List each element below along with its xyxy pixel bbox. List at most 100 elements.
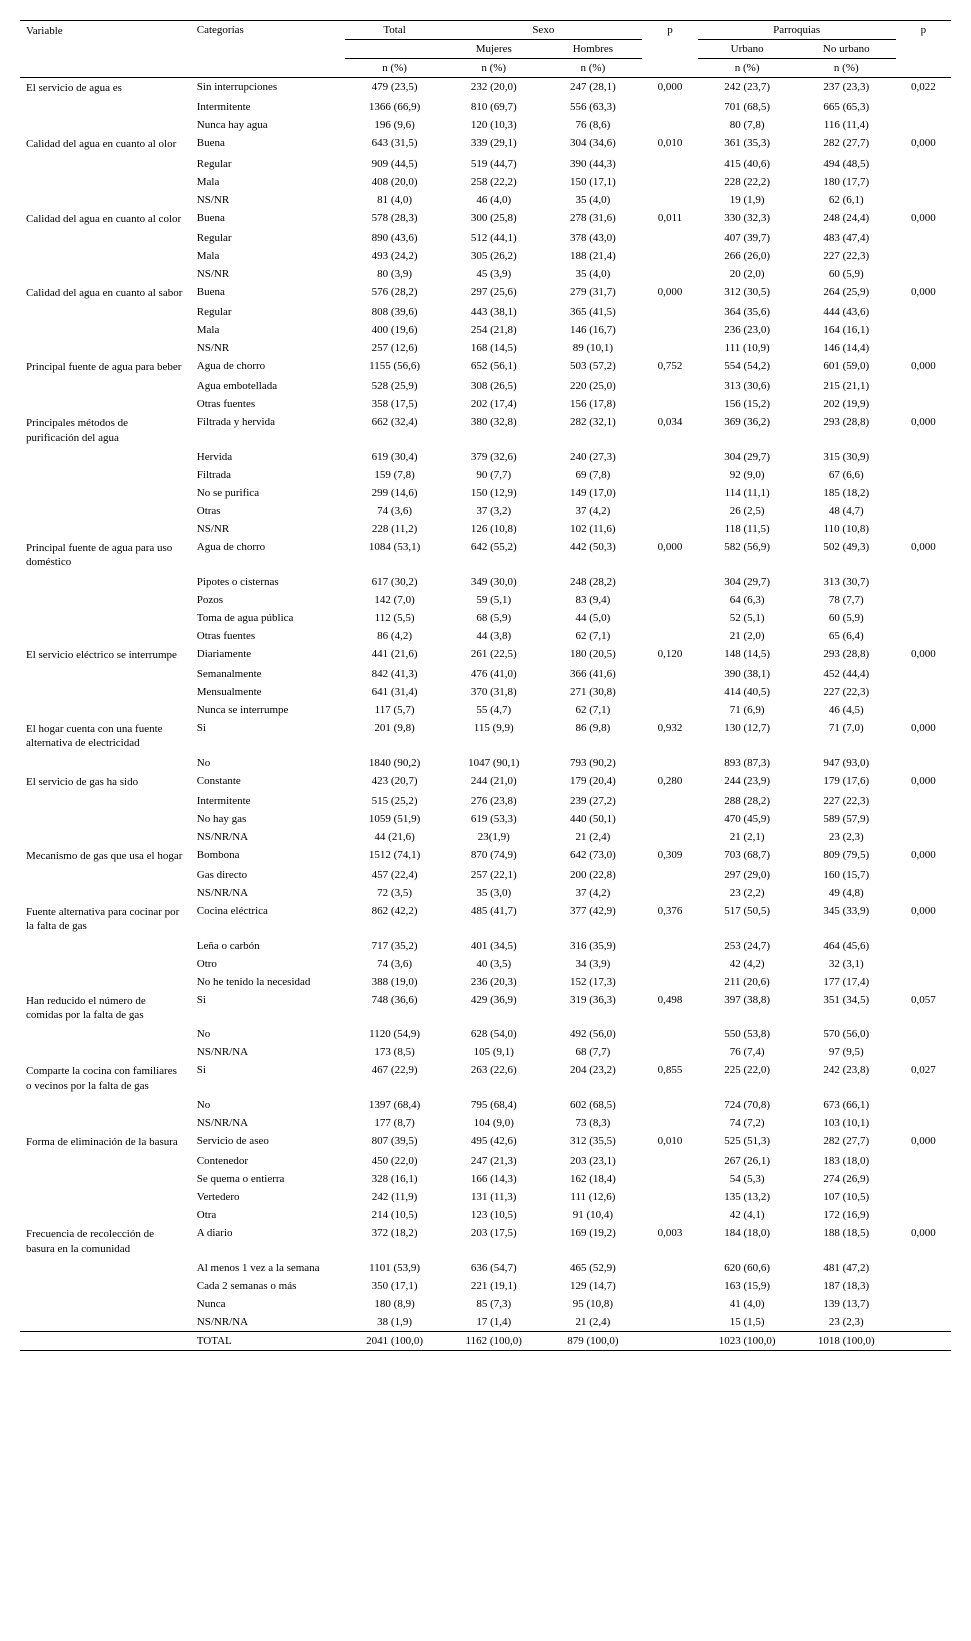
- cell-urbano: 15 (1,5): [698, 1313, 797, 1332]
- cell-p2: [896, 1295, 951, 1313]
- cell-hombres: 188 (21,4): [543, 247, 642, 265]
- cell-variable: [20, 792, 191, 810]
- cell-categoria: Nunca hay agua: [191, 116, 345, 134]
- cell-urbano: 74 (7,2): [698, 1114, 797, 1132]
- cell-noUrbano: 110 (10,8): [797, 520, 896, 538]
- cell-p1: [642, 155, 697, 173]
- cell-mujeres: 485 (41,7): [444, 902, 543, 937]
- header-urbano: Urbano: [698, 40, 797, 59]
- cell-urbano: 26 (2,5): [698, 502, 797, 520]
- cell-hombres: 377 (42,9): [543, 902, 642, 937]
- cell-total: 441 (21,6): [345, 645, 444, 665]
- cell-mujeres: 636 (54,7): [444, 1259, 543, 1277]
- cell-categoria: Buena: [191, 209, 345, 229]
- header-npct-mujeres: n (%): [444, 59, 543, 78]
- cell-hombres: 492 (56,0): [543, 1025, 642, 1043]
- cell-categoria: Cada 2 semanas o más: [191, 1277, 345, 1295]
- cell-total: 717 (35,2): [345, 937, 444, 955]
- cell-total: 1512 (74,1): [345, 846, 444, 866]
- cell-urbano: 582 (56,9): [698, 538, 797, 573]
- cell-noUrbano: 293 (28,8): [797, 645, 896, 665]
- cell-variable: [20, 591, 191, 609]
- cell-mujeres: 870 (74,9): [444, 846, 543, 866]
- cell-p1: 0,932: [642, 719, 697, 754]
- cell-noUrbano: 315 (30,9): [797, 448, 896, 466]
- cell-hombres: 378 (43,0): [543, 229, 642, 247]
- header-npct-nourbano: n (%): [797, 59, 896, 78]
- cell-p1: [642, 1114, 697, 1132]
- cell-mujeres: 429 (36,9): [444, 991, 543, 1026]
- cell-total-mujeres: 1162 (100,0): [444, 1331, 543, 1350]
- cell-p2: [896, 466, 951, 484]
- cell-variable: [20, 191, 191, 209]
- cell-p2: [896, 303, 951, 321]
- cell-hombres: 102 (11,6): [543, 520, 642, 538]
- cell-mujeres: 105 (9,1): [444, 1043, 543, 1061]
- cell-categoria: Filtrada: [191, 466, 345, 484]
- cell-total: 299 (14,6): [345, 484, 444, 502]
- cell-urbano: 118 (11,5): [698, 520, 797, 538]
- cell-variable: [20, 502, 191, 520]
- cell-mujeres: 46 (4,0): [444, 191, 543, 209]
- cell-urbano: 703 (68,7): [698, 846, 797, 866]
- cell-noUrbano: 345 (33,9): [797, 902, 896, 937]
- cell-noUrbano: 49 (4,8): [797, 884, 896, 902]
- cell-categoria: No: [191, 1025, 345, 1043]
- cell-p2: [896, 955, 951, 973]
- cell-mujeres: 166 (14,3): [444, 1170, 543, 1188]
- cell-variable: El servicio de gas ha sido: [20, 772, 191, 792]
- table-row: Mala408 (20,0)258 (22,2)150 (17,1)228 (2…: [20, 173, 951, 191]
- cell-p2: [896, 609, 951, 627]
- cell-variable: [20, 466, 191, 484]
- cell-noUrbano: 116 (11,4): [797, 116, 896, 134]
- table-row: Leña o carbón717 (35,2)401 (34,5)316 (35…: [20, 937, 951, 955]
- cell-p1: 0,003: [642, 1224, 697, 1259]
- cell-categoria: Otra: [191, 1206, 345, 1224]
- cell-categoria: Constante: [191, 772, 345, 792]
- cell-p1: 0,309: [642, 846, 697, 866]
- cell-noUrbano: 183 (18,0): [797, 1152, 896, 1170]
- cell-variable: [20, 1170, 191, 1188]
- cell-urbano: 211 (20,6): [698, 973, 797, 991]
- cell-variable: Principal fuente de agua para uso domést…: [20, 538, 191, 573]
- cell-p2: 0,000: [896, 357, 951, 377]
- cell-p1: [642, 1295, 697, 1313]
- cell-noUrbano: 264 (25,9): [797, 283, 896, 303]
- cell-urbano: 701 (68,5): [698, 98, 797, 116]
- cell-urbano: 554 (54,2): [698, 357, 797, 377]
- table-row: Calidad del agua en cuanto al olorBuena6…: [20, 134, 951, 154]
- table-row: NS/NR/NA177 (8,7)104 (9,0)73 (8,3)74 (7,…: [20, 1114, 951, 1132]
- cell-p2: [896, 884, 951, 902]
- cell-categoria: Contenedor: [191, 1152, 345, 1170]
- cell-total: 1084 (53,1): [345, 538, 444, 573]
- cell-variable: [20, 665, 191, 683]
- cell-noUrbano: 464 (45,6): [797, 937, 896, 955]
- cell-p1: [642, 591, 697, 609]
- cell-p1: [642, 377, 697, 395]
- cell-total: 1120 (54,9): [345, 1025, 444, 1043]
- cell-noUrbano: 947 (93,0): [797, 754, 896, 772]
- cell-variable: [20, 1096, 191, 1114]
- cell-mujeres: 168 (14,5): [444, 339, 543, 357]
- cell-mujeres: 120 (10,3): [444, 116, 543, 134]
- cell-categoria: No: [191, 754, 345, 772]
- cell-hombres: 271 (30,8): [543, 683, 642, 701]
- cell-total: 228 (11,2): [345, 520, 444, 538]
- cell-empty: [20, 1331, 191, 1350]
- table-row: Regular890 (43,6)512 (44,1)378 (43,0)407…: [20, 229, 951, 247]
- cell-mujeres: 68 (5,9): [444, 609, 543, 627]
- cell-variable: [20, 1114, 191, 1132]
- table-row: Otra214 (10,5)123 (10,5)91 (10,4)42 (4,1…: [20, 1206, 951, 1224]
- cell-categoria: Regular: [191, 155, 345, 173]
- cell-mujeres: 261 (22,5): [444, 645, 543, 665]
- cell-categoria: Otro: [191, 955, 345, 973]
- cell-p2: [896, 683, 951, 701]
- cell-hombres: 37 (4,2): [543, 502, 642, 520]
- cell-p2: 0,022: [896, 78, 951, 99]
- cell-p2: 0,000: [896, 538, 951, 573]
- cell-mujeres: 232 (20,0): [444, 78, 543, 99]
- cell-hombres: 21 (2,4): [543, 1313, 642, 1332]
- cell-total: 1101 (53,9): [345, 1259, 444, 1277]
- cell-noUrbano: 673 (66,1): [797, 1096, 896, 1114]
- cell-variable: Han reducido el número de comidas por la…: [20, 991, 191, 1026]
